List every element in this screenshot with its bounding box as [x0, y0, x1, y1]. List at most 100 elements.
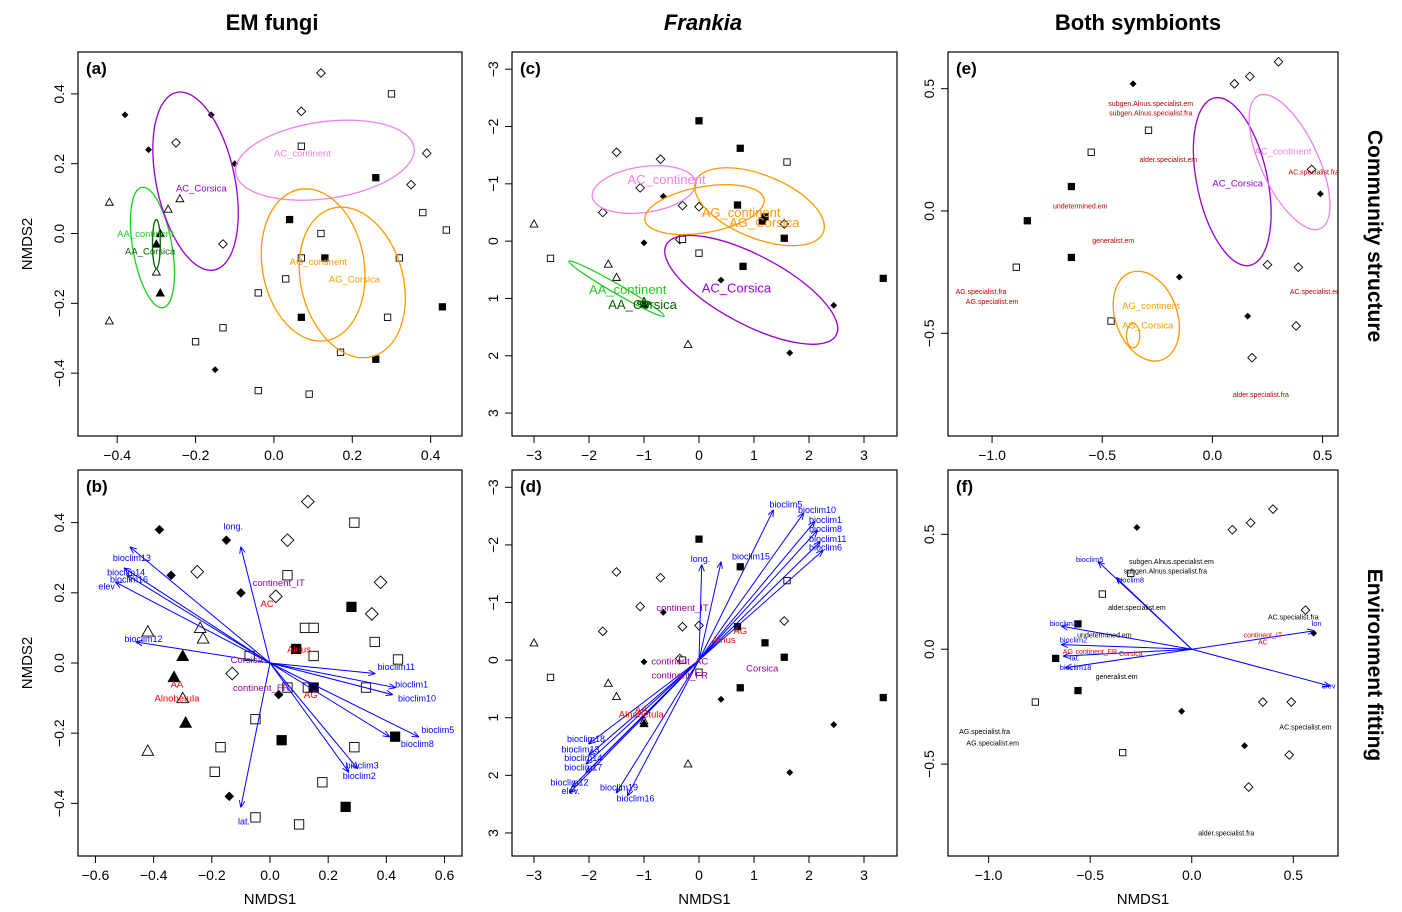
- open-square-point: [783, 576, 791, 585]
- annotation-label: subgen.Alnus.specialist.em: [1129, 559, 1214, 566]
- annotation-label: subgen.Alnus.specialist.fra: [1124, 568, 1207, 575]
- open-square-point: [419, 208, 427, 217]
- vector-label: bioclim5: [421, 725, 454, 735]
- group-ellipse: [1248, 93, 1331, 231]
- open-triangle-point: [151, 267, 162, 276]
- open-diamond-point: [296, 106, 307, 117]
- open-diamond-point: [779, 219, 790, 229]
- open-diamond-point: [677, 621, 688, 632]
- vector-label: elev: [98, 581, 115, 591]
- annotation-label: continent_IT: [253, 578, 305, 589]
- vector-label: bioclim10: [398, 694, 436, 704]
- annotation-label: AA: [171, 680, 184, 691]
- open-diamond-point: [655, 154, 666, 165]
- panel-f: (f) −1.0 −0.5 0.0 0.5 −0.5 0.0 0.5 NMDS1 bioclim5…: [921, 469, 1339, 908]
- annotation-label: alder.specialist.em: [1108, 605, 1166, 612]
- group-ellipse: [1125, 322, 1141, 349]
- vector-label: bioclim14: [564, 753, 602, 763]
- open-triangle-point: [603, 678, 613, 687]
- filled-triangle-point: [179, 715, 193, 728]
- x-tick-label: −1.0: [975, 867, 1003, 883]
- open-diamond-point: [1247, 352, 1258, 363]
- open-diamond-point: [635, 182, 646, 193]
- filled-square-point: [761, 639, 769, 647]
- vector-label: bioclim11: [809, 534, 846, 544]
- annotation-label: Alnobetula: [154, 694, 200, 705]
- open-diamond-point: [635, 601, 646, 612]
- vector-label: bioclim8: [401, 739, 434, 749]
- y-tick-label: 0.4: [51, 513, 67, 533]
- y-tick-label: 1: [485, 294, 501, 302]
- x-tick-label: 0.5: [1313, 447, 1333, 463]
- filled-square-point: [1023, 217, 1031, 225]
- open-diamond-point: [611, 567, 622, 577]
- open-diamond-point: [677, 200, 688, 211]
- row-title-community-structure: Community structure: [1363, 130, 1386, 342]
- open-triangle-point: [141, 624, 155, 637]
- annotation-label: AG_Corsica: [329, 274, 381, 285]
- annotation-label: AG.specialist.em: [966, 741, 1019, 748]
- x-tick-label: 1: [750, 447, 758, 463]
- filled-diamond-point: [640, 658, 648, 666]
- annotation-label: AC: [1258, 640, 1268, 647]
- annotation-label: continent_IT: [1244, 633, 1283, 640]
- filled-square-point: [291, 643, 302, 655]
- annotation-label: AG: [733, 626, 747, 637]
- filled-diamond-point: [1316, 190, 1324, 198]
- filled-diamond-point: [717, 695, 725, 703]
- annotation-label: undetermined.em: [1077, 633, 1132, 640]
- open-square-point: [369, 636, 380, 648]
- open-diamond-point: [1245, 517, 1256, 528]
- y-tick-label: 0.0: [51, 653, 67, 673]
- y-tick-label: −0.5: [921, 750, 937, 778]
- x-axis-label: NMDS1: [1117, 891, 1170, 908]
- open-square-point: [215, 742, 226, 753]
- open-triangle-point: [529, 219, 539, 228]
- vector-arrow: [269, 662, 389, 737]
- annotation-label: AG_continent: [702, 205, 781, 220]
- filled-diamond-point: [273, 689, 284, 700]
- vector-arrow: [698, 542, 820, 661]
- vector-arrow: [698, 562, 721, 661]
- open-diamond-point: [1262, 259, 1273, 270]
- open-triangle-point: [603, 259, 613, 268]
- open-square-point: [191, 338, 200, 346]
- filled-square-point: [733, 201, 742, 209]
- filled-diamond-point: [659, 608, 667, 616]
- panel-label: (d): [520, 477, 542, 496]
- x-tick-label: 0: [695, 447, 703, 463]
- annotation-label: continent_FR: [651, 671, 708, 682]
- vector-label: lon: [1312, 619, 1322, 628]
- open-square-point: [546, 254, 555, 262]
- filled-diamond-point: [1241, 742, 1249, 750]
- vector-label: bioclim8: [1117, 576, 1145, 585]
- annotation-label: AC_Corsica: [176, 184, 227, 195]
- open-square-point: [305, 390, 313, 398]
- vector-arrow: [269, 662, 375, 674]
- y-tick-label: −3: [485, 61, 501, 77]
- open-square-point: [282, 570, 293, 581]
- vector-label: bioclim6: [809, 543, 842, 553]
- open-diamond-point: [1284, 749, 1295, 760]
- filled-triangle-point: [167, 670, 181, 683]
- open-diamond-point: [225, 666, 240, 681]
- open-triangle-point: [196, 631, 210, 644]
- vector-label: bioclim2: [343, 771, 376, 781]
- vector-arrow: [130, 547, 271, 664]
- open-square-point: [1031, 698, 1039, 706]
- group-ellipse: [636, 300, 652, 306]
- filled-diamond-point: [640, 239, 648, 247]
- open-square-point: [695, 249, 703, 257]
- x-tick-label: 0.0: [264, 447, 284, 463]
- annotation-label: AA_Corsica: [125, 246, 176, 257]
- annotation-label: AC_continent: [1254, 147, 1311, 158]
- open-square-point: [254, 289, 262, 297]
- y-tick-label: −2: [485, 118, 501, 134]
- vector-arrow: [116, 582, 271, 664]
- open-square-point: [308, 622, 319, 634]
- x-tick-label: 0.0: [1182, 867, 1202, 883]
- x-tick-label: −0.4: [140, 867, 168, 883]
- vector-arrow: [698, 530, 817, 661]
- filled-square-point: [879, 274, 887, 283]
- vector-arrow: [617, 659, 700, 793]
